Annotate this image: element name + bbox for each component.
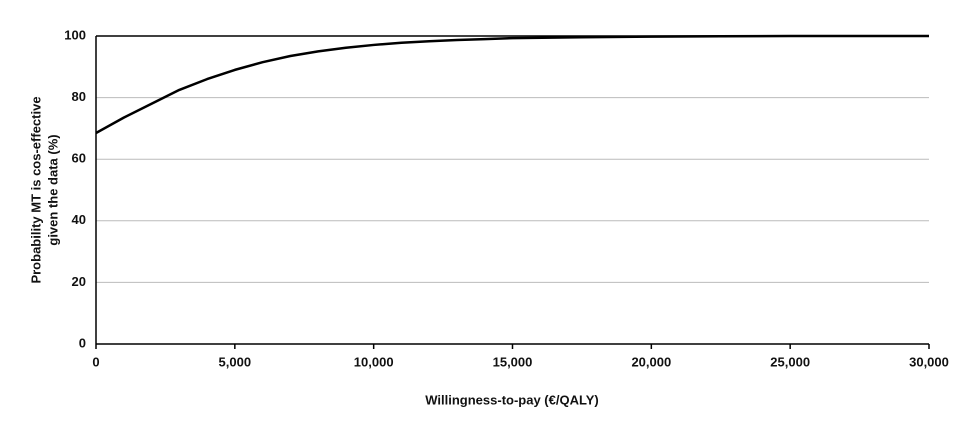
y-tick-label: 60 [72, 151, 86, 166]
x-tick-label: 10,000 [354, 354, 394, 369]
y-axis-title-line: Probability MT is cos-effective [28, 96, 43, 283]
x-axis-title: Willingness-to-pay (€/QALY) [425, 392, 598, 407]
x-tick-label: 15,000 [493, 354, 533, 369]
y-tick-label: 0 [79, 335, 86, 350]
x-tick-label: 30,000 [909, 354, 949, 369]
x-tick-label: 0 [92, 354, 99, 369]
y-axis-title-line: given the data (%) [45, 134, 60, 245]
x-tick-label: 25,000 [770, 354, 810, 369]
y-axis-title: Probability MT is cos-effective given th… [28, 96, 60, 283]
line-series [95, 34, 929, 135]
y-tick-label: 20 [72, 274, 86, 289]
y-tick-label: 80 [72, 89, 86, 104]
y-tick-label: 100 [64, 27, 86, 42]
y-tick-label: 40 [72, 212, 86, 227]
x-tick-label: 20,000 [631, 354, 671, 369]
x-tick-label: 5,000 [219, 354, 252, 369]
